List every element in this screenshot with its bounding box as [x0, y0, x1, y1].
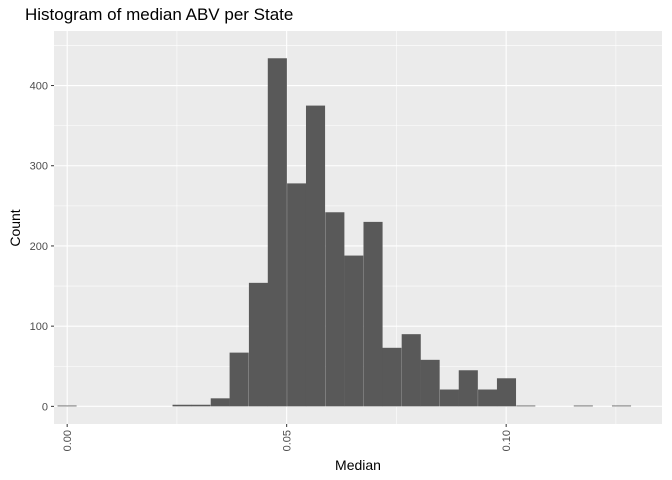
histogram-bar: [57, 405, 77, 407]
histogram-bar: [248, 282, 269, 407]
histogram-bar: [496, 378, 517, 407]
histogram-bar: [325, 212, 345, 407]
histogram-bar: [305, 105, 326, 407]
y-tick-label: 0: [42, 401, 48, 413]
histogram-bar: [478, 389, 498, 407]
chart-title: Histogram of median ABV per State: [25, 5, 294, 24]
y-tick-label: 400: [30, 81, 48, 93]
histogram-bar: [439, 389, 459, 407]
histogram-bar: [458, 370, 478, 407]
histogram-bar: [287, 183, 307, 407]
y-axis-title: Count: [7, 209, 23, 246]
histogram-bar: [267, 58, 287, 407]
histogram-bar: [401, 334, 421, 407]
histogram-bar: [516, 405, 536, 407]
y-tick-label: 300: [30, 161, 48, 173]
histogram-bar: [172, 404, 192, 407]
x-tick-label: 0.00: [62, 430, 74, 451]
histogram-bar: [573, 405, 593, 407]
x-axis-title: Median: [335, 457, 381, 473]
y-tick-label: 100: [30, 321, 48, 333]
histogram-bar: [344, 255, 364, 407]
histogram-bars: [57, 58, 632, 407]
y-axis: 0 100 200 300 400: [30, 81, 54, 413]
x-tick-label: 0.10: [501, 430, 513, 451]
histogram-bar: [363, 221, 383, 407]
histogram-bar: [229, 352, 249, 407]
y-tick-label: 200: [30, 241, 48, 253]
histogram-bar: [420, 359, 440, 407]
histogram-bar: [382, 347, 402, 407]
histogram-bar: [210, 398, 230, 407]
x-axis: 0.00 0.05 0.10: [62, 424, 513, 451]
histogram-bar: [611, 405, 632, 407]
histogram-bar: [191, 404, 211, 407]
minor-gridlines: [54, 31, 662, 424]
x-tick-label: 0.05: [282, 430, 294, 451]
